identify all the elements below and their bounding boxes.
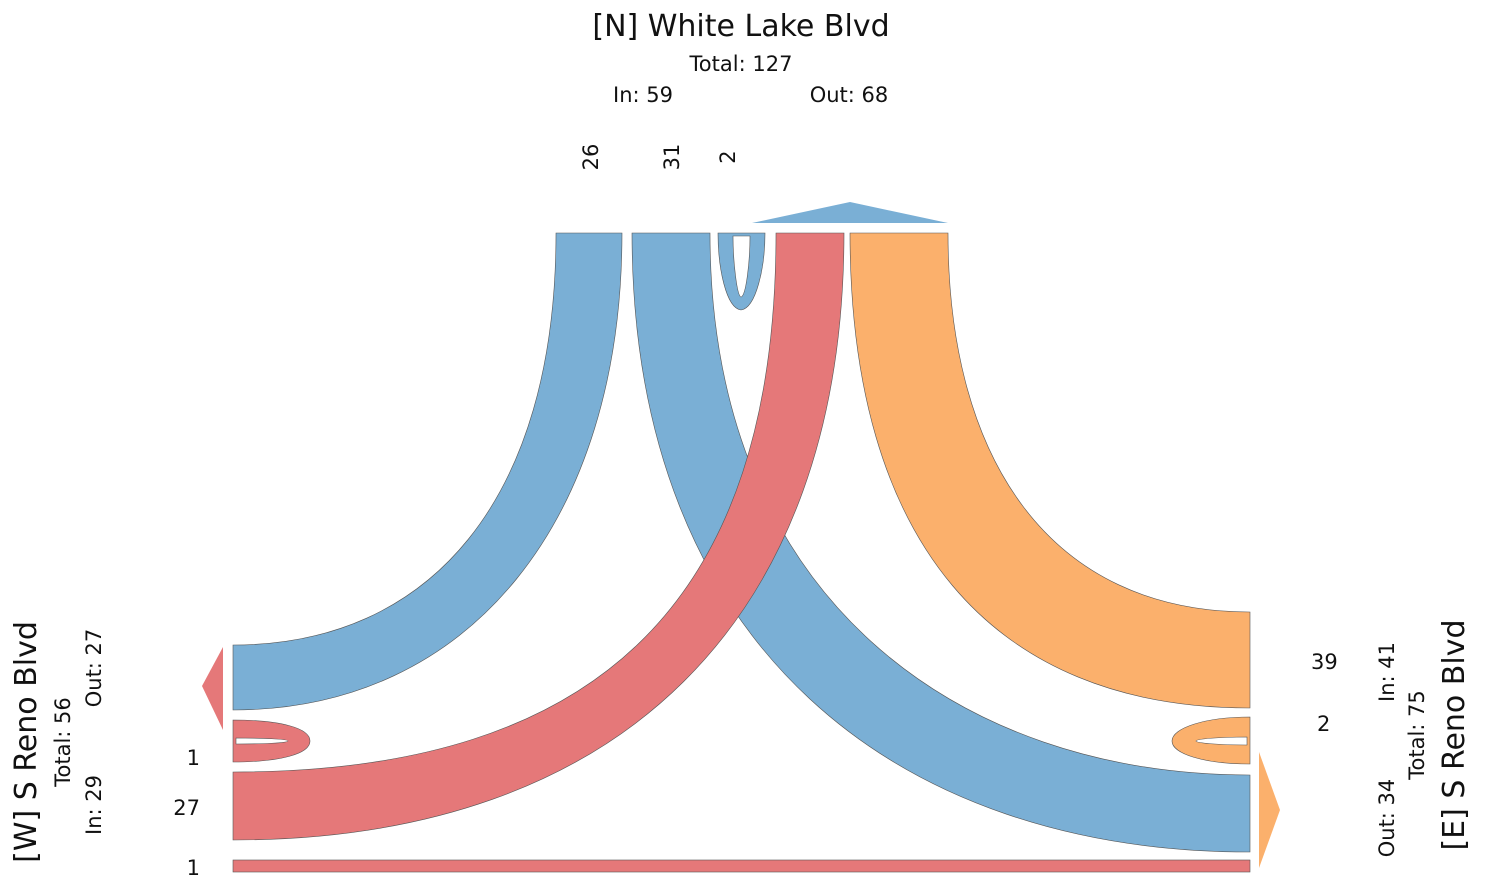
east-total: Total: 75 xyxy=(1405,690,1429,781)
east-exit-arrow xyxy=(1259,752,1280,868)
flow-east-to-north xyxy=(849,232,1251,709)
east-out: Out: 34 xyxy=(1375,779,1399,858)
west-flow-value-to-north: 27 xyxy=(173,796,200,820)
west-flow-value-uturn: 1 xyxy=(187,746,200,770)
flow-north-uturn xyxy=(717,232,766,311)
north-flow-value-through: 31 xyxy=(660,144,684,171)
flow-west-to-east xyxy=(232,859,1251,873)
flow-west-to-north xyxy=(232,232,845,841)
flow-west-uturn xyxy=(232,719,311,763)
west-title: [W] S Reno Blvd xyxy=(9,621,44,863)
east-title: [E] S Reno Blvd xyxy=(1437,619,1472,850)
west-total: Total: 56 xyxy=(51,697,75,788)
north-in: In: 59 xyxy=(613,83,673,107)
east-flow-value-to-north: 39 xyxy=(1311,650,1338,674)
north-total: Total: 127 xyxy=(689,52,793,76)
flow-east-uturn xyxy=(1171,716,1251,765)
west-out: Out: 27 xyxy=(82,629,106,708)
north-exit-arrow xyxy=(752,202,948,223)
east-flow-value-uturn: 2 xyxy=(1317,712,1330,736)
north-flow-value-uturn: 2 xyxy=(716,150,740,163)
north-flow-value-left: 26 xyxy=(579,144,603,171)
north-title: [N] White Lake Blvd xyxy=(592,9,889,44)
west-exit-arrow xyxy=(202,647,223,730)
north-out: Out: 68 xyxy=(810,83,889,107)
flow-north-to-west xyxy=(232,232,623,711)
west-flow-value-to-east: 1 xyxy=(187,856,200,880)
west-in: In: 29 xyxy=(82,775,106,835)
east-in: In: 41 xyxy=(1375,642,1399,702)
